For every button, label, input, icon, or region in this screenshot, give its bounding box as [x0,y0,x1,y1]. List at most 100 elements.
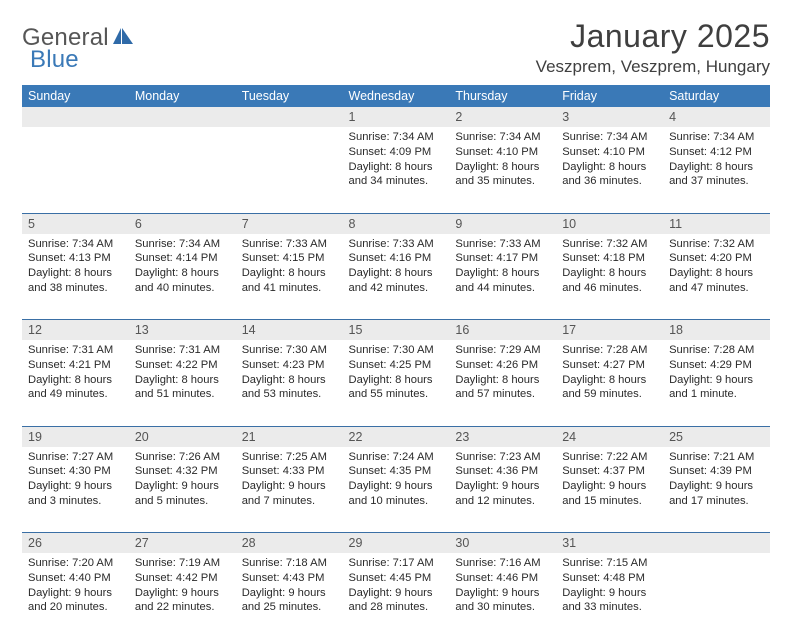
location-subtitle: Veszprem, Veszprem, Hungary [536,57,770,77]
day-cell-body: Sunrise: 7:29 AMSunset: 4:26 PMDaylight:… [449,340,556,407]
day-cell-body: Sunrise: 7:34 AMSunset: 4:10 PMDaylight:… [449,127,556,194]
daylight-text: Daylight: 9 hours and 33 minutes. [562,586,657,616]
sunrise-text: Sunrise: 7:22 AM [562,450,657,465]
day-cell: Sunrise: 7:26 AMSunset: 4:32 PMDaylight:… [129,447,236,533]
daylight-text: Daylight: 8 hours and 47 minutes. [669,266,764,296]
day-cell: Sunrise: 7:34 AMSunset: 4:14 PMDaylight:… [129,234,236,320]
day-cell: Sunrise: 7:34 AMSunset: 4:13 PMDaylight:… [22,234,129,320]
day-cell-body: Sunrise: 7:22 AMSunset: 4:37 PMDaylight:… [556,447,663,514]
day-number-cell: 9 [449,213,556,234]
sunrise-text: Sunrise: 7:33 AM [242,237,337,252]
day-cell-body [236,127,343,135]
day-cell: Sunrise: 7:28 AMSunset: 4:27 PMDaylight:… [556,340,663,426]
day-cell-body: Sunrise: 7:30 AMSunset: 4:23 PMDaylight:… [236,340,343,407]
day-cell-body [22,127,129,135]
daylight-text: Daylight: 9 hours and 28 minutes. [349,586,444,616]
day-cell: Sunrise: 7:15 AMSunset: 4:48 PMDaylight:… [556,553,663,639]
sunset-text: Sunset: 4:13 PM [28,251,123,266]
sunset-text: Sunset: 4:33 PM [242,464,337,479]
day-number-cell: 17 [556,320,663,341]
day-cell-body: Sunrise: 7:32 AMSunset: 4:20 PMDaylight:… [663,234,770,301]
day-number-cell: 19 [22,426,129,447]
sunrise-text: Sunrise: 7:30 AM [242,343,337,358]
sunrise-text: Sunrise: 7:32 AM [562,237,657,252]
sunset-text: Sunset: 4:17 PM [455,251,550,266]
day-cell-body: Sunrise: 7:31 AMSunset: 4:21 PMDaylight:… [22,340,129,407]
day-number-cell: 26 [22,533,129,554]
daylight-text: Daylight: 8 hours and 49 minutes. [28,373,123,403]
daylight-text: Daylight: 9 hours and 22 minutes. [135,586,230,616]
daylight-text: Daylight: 8 hours and 51 minutes. [135,373,230,403]
daylight-text: Daylight: 8 hours and 59 minutes. [562,373,657,403]
day-cell: Sunrise: 7:16 AMSunset: 4:46 PMDaylight:… [449,553,556,639]
day-cell [129,127,236,213]
day-cell: Sunrise: 7:34 AMSunset: 4:09 PMDaylight:… [343,127,450,213]
day-cell: Sunrise: 7:17 AMSunset: 4:45 PMDaylight:… [343,553,450,639]
calendar-page: General January 2025 Veszprem, Veszprem,… [0,0,792,612]
sunrise-text: Sunrise: 7:15 AM [562,556,657,571]
day-cell: Sunrise: 7:22 AMSunset: 4:37 PMDaylight:… [556,447,663,533]
sunset-text: Sunset: 4:45 PM [349,571,444,586]
sunset-text: Sunset: 4:18 PM [562,251,657,266]
sunset-text: Sunset: 4:22 PM [135,358,230,373]
day-cell-body: Sunrise: 7:28 AMSunset: 4:29 PMDaylight:… [663,340,770,407]
day-number-cell: 2 [449,107,556,127]
daylight-text: Daylight: 9 hours and 25 minutes. [242,586,337,616]
daylight-text: Daylight: 9 hours and 15 minutes. [562,479,657,509]
sunset-text: Sunset: 4:29 PM [669,358,764,373]
day-number-cell: 25 [663,426,770,447]
sunset-text: Sunset: 4:12 PM [669,145,764,160]
title-block: January 2025 Veszprem, Veszprem, Hungary [536,18,770,77]
daylight-text: Daylight: 9 hours and 7 minutes. [242,479,337,509]
daylight-text: Daylight: 8 hours and 41 minutes. [242,266,337,296]
day-number-cell: 30 [449,533,556,554]
sunset-text: Sunset: 4:42 PM [135,571,230,586]
day-cell: Sunrise: 7:27 AMSunset: 4:30 PMDaylight:… [22,447,129,533]
sunset-text: Sunset: 4:26 PM [455,358,550,373]
sunset-text: Sunset: 4:39 PM [669,464,764,479]
day-cell: Sunrise: 7:18 AMSunset: 4:43 PMDaylight:… [236,553,343,639]
day-cell-body: Sunrise: 7:27 AMSunset: 4:30 PMDaylight:… [22,447,129,514]
sunset-text: Sunset: 4:25 PM [349,358,444,373]
sunrise-text: Sunrise: 7:32 AM [669,237,764,252]
day-number-cell: 4 [663,107,770,127]
daylight-text: Daylight: 9 hours and 3 minutes. [28,479,123,509]
day-number-cell: 20 [129,426,236,447]
day-number-cell: 24 [556,426,663,447]
day-cell-body: Sunrise: 7:33 AMSunset: 4:16 PMDaylight:… [343,234,450,301]
sunrise-text: Sunrise: 7:26 AM [135,450,230,465]
sunrise-text: Sunrise: 7:31 AM [135,343,230,358]
day-number-cell: 7 [236,213,343,234]
daylight-text: Daylight: 8 hours and 55 minutes. [349,373,444,403]
day-number-cell: 22 [343,426,450,447]
daylight-text: Daylight: 8 hours and 36 minutes. [562,160,657,190]
sunrise-text: Sunrise: 7:20 AM [28,556,123,571]
day-number-cell: 16 [449,320,556,341]
sunrise-text: Sunrise: 7:34 AM [28,237,123,252]
brand-part2: Blue [30,46,79,73]
day-cell: Sunrise: 7:31 AMSunset: 4:21 PMDaylight:… [22,340,129,426]
sunrise-text: Sunrise: 7:18 AM [242,556,337,571]
day-header: Saturday [663,85,770,107]
day-cell-body: Sunrise: 7:34 AMSunset: 4:10 PMDaylight:… [556,127,663,194]
sunrise-text: Sunrise: 7:34 AM [455,130,550,145]
day-cell-body: Sunrise: 7:33 AMSunset: 4:17 PMDaylight:… [449,234,556,301]
day-number-cell: 12 [22,320,129,341]
day-number-cell: 6 [129,213,236,234]
sunset-text: Sunset: 4:40 PM [28,571,123,586]
daylight-text: Daylight: 8 hours and 35 minutes. [455,160,550,190]
day-header: Friday [556,85,663,107]
brand-part2-wrap: Blue [30,46,79,74]
daylight-text: Daylight: 8 hours and 38 minutes. [28,266,123,296]
daylight-text: Daylight: 9 hours and 10 minutes. [349,479,444,509]
day-cell-body: Sunrise: 7:18 AMSunset: 4:43 PMDaylight:… [236,553,343,620]
day-cell-body: Sunrise: 7:30 AMSunset: 4:25 PMDaylight:… [343,340,450,407]
day-number-cell: 11 [663,213,770,234]
sunset-text: Sunset: 4:46 PM [455,571,550,586]
sunrise-text: Sunrise: 7:33 AM [455,237,550,252]
day-header-row: Sunday Monday Tuesday Wednesday Thursday… [22,85,770,107]
day-cell: Sunrise: 7:24 AMSunset: 4:35 PMDaylight:… [343,447,450,533]
sunset-text: Sunset: 4:23 PM [242,358,337,373]
daynum-row: 567891011 [22,213,770,234]
sunset-text: Sunset: 4:48 PM [562,571,657,586]
